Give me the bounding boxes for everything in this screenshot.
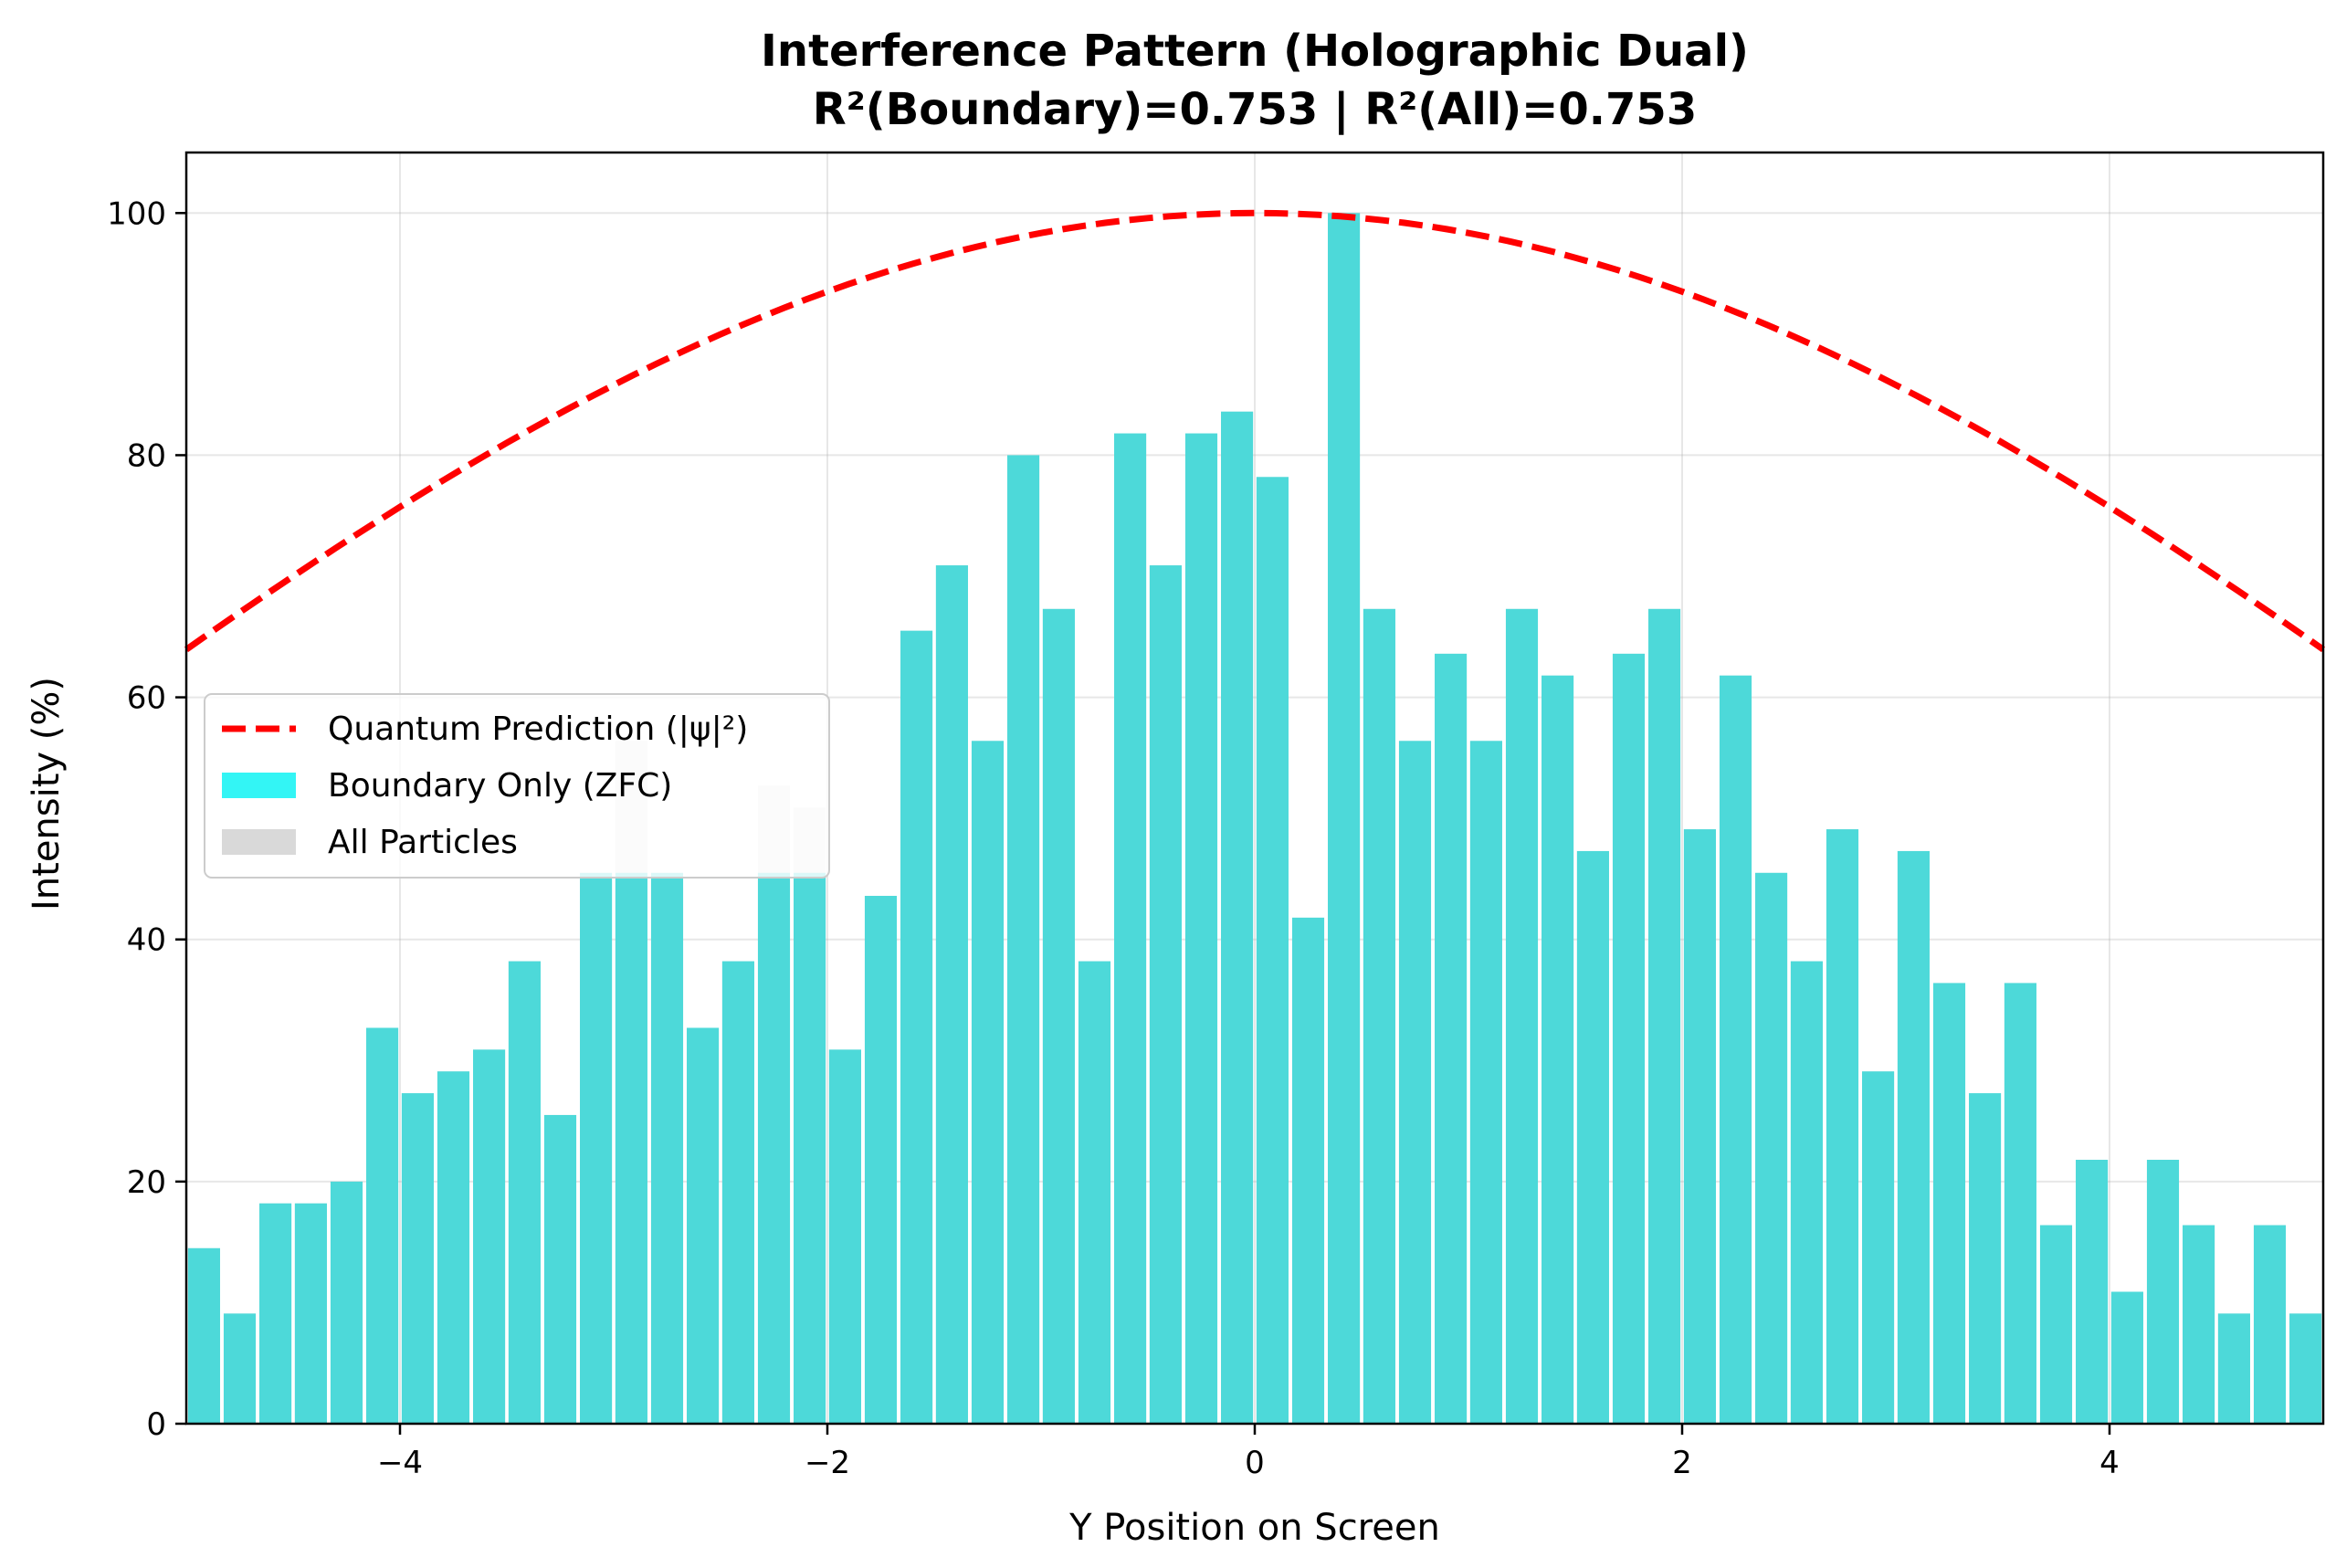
bar-boundary [828,1049,861,1424]
bar-boundary [2110,1291,2143,1424]
bars-boundary-only [187,213,2322,1425]
bar-boundary [2146,1159,2180,1424]
bar-boundary [721,961,754,1424]
bar-boundary [1542,675,1574,1424]
bar-boundary [1328,213,1361,1424]
bar-boundary [1576,850,1609,1424]
x-axis-ticks: −4 −2 0 2 4 [377,1424,2120,1481]
chart-title-line2: R²(Boundary)=0.753 | R²(All)=0.753 [813,84,1697,135]
x-tick-label: 0 [1245,1445,1265,1481]
x-tick-label: −2 [805,1445,850,1481]
bar-boundary [2289,1313,2322,1424]
legend-box [204,693,830,879]
bar-boundary [2253,1225,2287,1424]
bar-boundary [1149,565,1182,1424]
bar-boundary [1932,983,1966,1424]
bar-boundary [971,741,1005,1424]
y-axis-ticks: 0 20 40 60 80 100 [107,195,186,1443]
legend-boundary-swatch [222,773,296,798]
bar-boundary [900,630,933,1424]
chart-title-line1: Interference Pattern (Holographic Dual) [761,26,1749,77]
bar-boundary [543,1114,577,1424]
bar-boundary [508,961,541,1424]
y-tick-label: 20 [127,1164,166,1201]
bar-boundary [1755,872,1788,1424]
bar-boundary [294,1203,327,1424]
bar-boundary [2217,1313,2250,1424]
bar-boundary [401,1093,434,1424]
bar-boundary [2039,1225,2073,1424]
y-tick-label: 0 [146,1406,166,1443]
bar-boundary [259,1203,292,1424]
legend-all-swatch [222,829,296,855]
bar-boundary [650,872,684,1424]
bar-boundary [1114,433,1147,1425]
legend: Quantum Prediction (|ψ|²) Boundary Only … [204,693,830,879]
bar-boundary [687,1027,720,1424]
y-tick-label: 40 [127,922,166,959]
bar-boundary [2004,983,2036,1424]
bar-boundary [473,1049,506,1424]
bar-boundary [1897,850,1930,1424]
bar-boundary [1719,675,1752,1424]
bar-boundary [1363,608,1395,1424]
x-tick-label: 4 [2099,1445,2120,1481]
bar-boundary [330,1181,363,1424]
bar-boundary [615,872,647,1424]
bar-boundary [1221,411,1254,1424]
bar-boundary [187,1247,220,1424]
bar-boundary [1291,917,1325,1424]
y-tick-label: 60 [127,680,166,717]
bar-boundary [1184,433,1218,1425]
bar-boundary [794,872,826,1424]
bar-boundary [1256,477,1289,1424]
bar-boundary [580,872,613,1424]
x-tick-label: −4 [377,1445,423,1481]
bar-boundary [2183,1225,2215,1424]
bar-boundary [1007,455,1040,1424]
bar-boundary [366,1027,399,1424]
x-axis-label: Y Position on Screen [1068,1507,1440,1549]
bar-boundary [1042,608,1075,1424]
bar-boundary [1648,608,1681,1424]
legend-all-label: All Particles [328,824,518,861]
x-tick-label: 2 [1672,1445,1692,1481]
y-tick-label: 100 [107,195,166,232]
y-axis-label: Intensity (%) [26,677,68,910]
bar-boundary [864,895,898,1424]
bar-boundary [1435,653,1468,1424]
bar-boundary [1398,741,1432,1424]
bar-boundary [1505,608,1539,1424]
quantum-prediction-line [184,209,2326,653]
bar-boundary [1683,829,1716,1424]
bar-boundary [1969,1093,2002,1424]
legend-boundary-label: Boundary Only (ZFC) [328,767,672,805]
bar-boundary [1790,961,1823,1424]
bar-boundary [2076,1159,2109,1424]
legend-prediction-label: Quantum Prediction (|ψ|²) [328,710,748,748]
bar-boundary [1469,741,1502,1424]
bar-boundary [757,872,791,1424]
bar-boundary [1078,961,1111,1424]
bar-boundary [1862,1071,1895,1424]
bar-boundary [1612,653,1646,1424]
bar-boundary [935,565,968,1424]
bar-boundary [223,1313,257,1424]
y-tick-label: 80 [127,437,166,474]
bar-boundary [1826,829,1859,1424]
bar-boundary [437,1071,470,1424]
